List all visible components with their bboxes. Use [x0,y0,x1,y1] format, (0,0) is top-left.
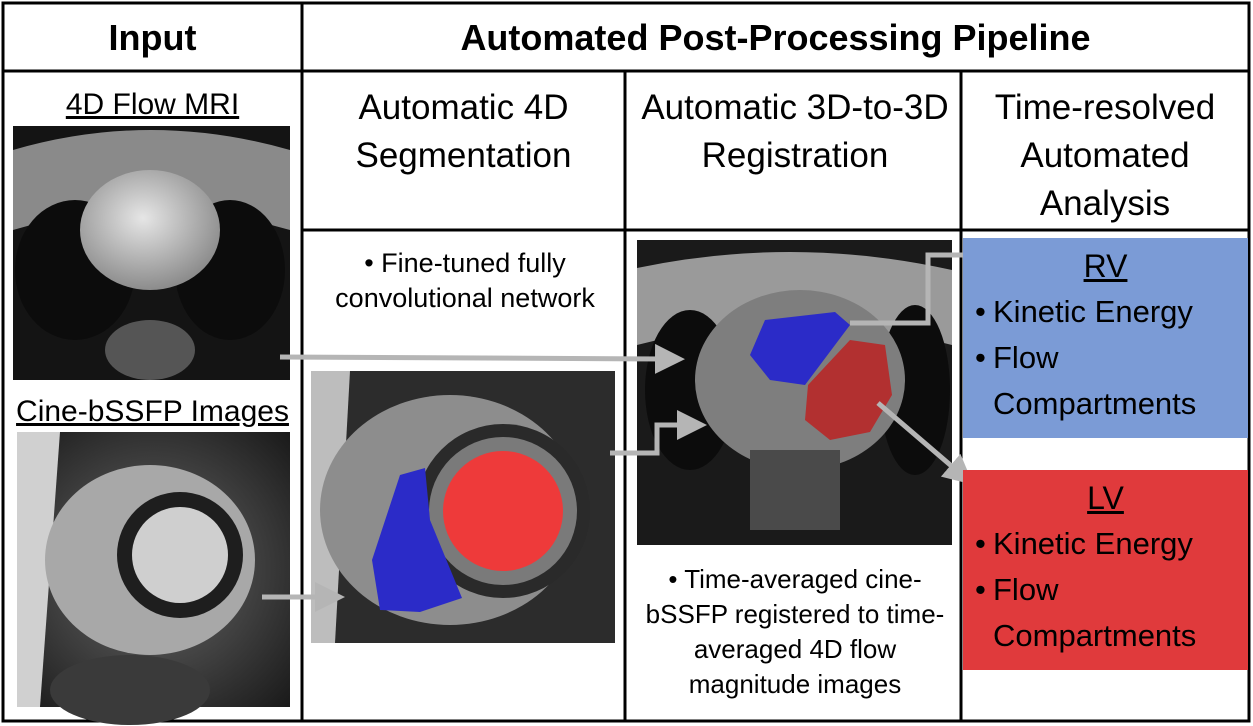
rv-title: RV [1083,248,1128,284]
lv-metric-item: Flow Compartments [975,567,1248,659]
flow-to-registration-arrow [279,343,685,374]
rv-metric-list: Kinetic Energy Flow Compartments [963,289,1248,427]
lv-result-box: LV Kinetic Energy Flow Compartments [963,470,1248,670]
registration-column-title: Automatic 3D-to-3D Registration [641,88,949,175]
flow-arrows [262,240,1005,612]
lv-title: LV [1087,480,1124,516]
registration-note: Time-averaged cine-bSSFP registered to t… [640,562,950,702]
segmentation-image [311,371,615,643]
cine-bssfp-label: Cine-bSSFP Images [16,395,289,428]
segmentation-to-registration-arrow [610,410,707,456]
segmentation-note: Fine-tuned fully convolutional network [330,246,600,316]
pipeline-header: Automated Post-Processing Pipeline [460,17,1091,58]
registration-image [637,240,952,545]
input-header: Input [108,17,197,58]
segmentation-column-title: Automatic 4D Segmentation [355,88,572,175]
registration-to-rv-arrow [850,240,1005,326]
rv-metric-item: Kinetic Energy [975,289,1248,335]
flow-mri-image [13,126,290,380]
registration-to-lv-arrow [876,401,974,485]
lv-metric-item: Kinetic Energy [975,521,1248,567]
rv-metric-item: Flow Compartments [975,335,1248,427]
flow-mri-label: 4D Flow MRI [65,88,240,121]
analysis-column-title: Time-resolved Automated Analysis [994,88,1216,223]
cine-bssfp-image [17,432,290,725]
lv-metric-list: Kinetic Energy Flow Compartments [963,521,1248,659]
rv-result-box: RV Kinetic Energy Flow Compartments [963,238,1248,438]
